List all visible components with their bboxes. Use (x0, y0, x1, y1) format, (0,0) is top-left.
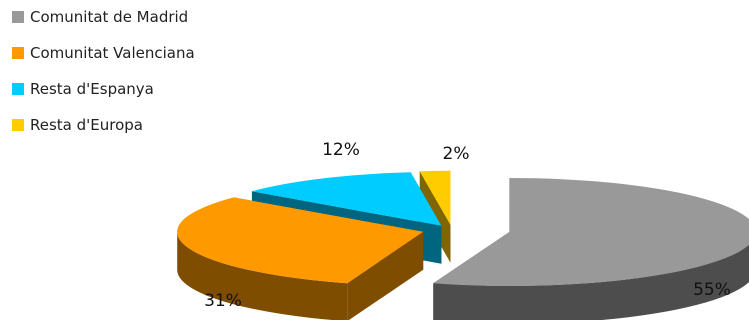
chart-legend: Comunitat de Madrid Comunitat Valenciana… (12, 8, 195, 152)
legend-swatch-madrid (12, 11, 24, 23)
data-label-madrid: 55% (693, 280, 731, 300)
pie-slice-top-resta-europa (419, 170, 451, 225)
data-label-valenciana: 31% (204, 291, 242, 311)
legend-item-madrid: Comunitat de Madrid (12, 8, 195, 26)
pie-slice-rim-valenciana (177, 231, 348, 320)
pie-slice-top-valenciana (177, 197, 424, 284)
legend-item-resta-europa: Resta d'Europa (12, 116, 195, 134)
pie-slice-madrid (433, 177, 749, 320)
pie-labels: 55% 31% 12% 2% (204, 140, 731, 311)
data-label-resta-espanya: 12% (322, 140, 360, 160)
legend-label-resta-espanya: Resta d'Espanya (30, 80, 154, 98)
legend-swatch-resta-espanya (12, 83, 24, 95)
data-label-resta-europa: 2% (443, 144, 470, 164)
legend-label-resta-europa: Resta d'Europa (30, 116, 143, 134)
legend-label-madrid: Comunitat de Madrid (30, 8, 189, 26)
pie-slice-top-resta-espanya (251, 172, 442, 226)
pie-slices (177, 170, 749, 320)
pie-slice-top-madrid (433, 177, 749, 286)
pie-slice-valenciana (177, 197, 424, 320)
legend-item-resta-espanya: Resta d'Espanya (12, 80, 195, 98)
legend-label-valenciana: Comunitat Valenciana (30, 44, 195, 62)
legend-swatch-resta-europa (12, 119, 24, 131)
pie-slice-rim-madrid (433, 244, 749, 320)
legend-swatch-valenciana (12, 47, 24, 59)
legend-item-valenciana: Comunitat Valenciana (12, 44, 195, 62)
